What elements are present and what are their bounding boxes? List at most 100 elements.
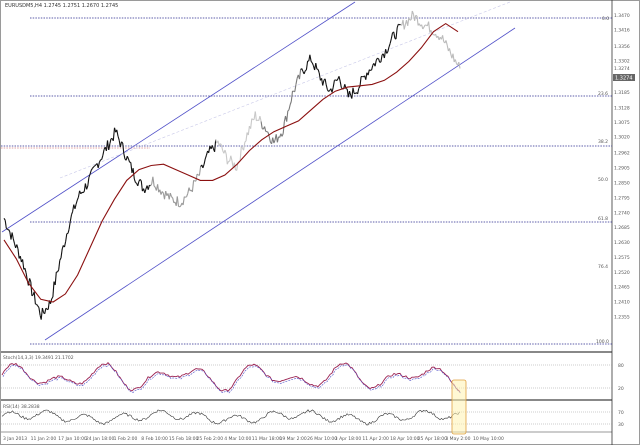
price-segment <box>63 241 67 248</box>
price-segment <box>60 248 63 259</box>
price-segment <box>336 78 339 82</box>
price-segment <box>139 179 142 182</box>
rsi-panel[interactable]: RSI(14) 38.2838 70 30 <box>1 404 624 428</box>
price-segment <box>5 227 8 230</box>
price-segment <box>90 168 93 171</box>
time-tick-1: 11 Jan 2:00 <box>31 436 57 442</box>
price-segment <box>298 69 302 80</box>
time-tick-11: 26 Mar 10:00 <box>307 436 337 442</box>
price-tick-9: 1.2962 <box>614 150 630 156</box>
price-segment <box>325 84 328 90</box>
price-segment <box>370 69 372 72</box>
price-segment <box>310 61 313 64</box>
price-segment <box>226 161 230 165</box>
price-segment <box>383 49 387 59</box>
price-segment <box>354 92 357 95</box>
price-segment <box>247 126 250 136</box>
price-segment <box>338 76 341 82</box>
price-segment <box>458 61 461 69</box>
price-segment <box>318 72 321 81</box>
price-segment <box>33 291 36 305</box>
moving-average <box>3 22 459 303</box>
price-segment <box>191 180 195 192</box>
price-tick-11: 1.2850 <box>614 181 630 187</box>
price-tick-6: 1.3128 <box>614 105 630 111</box>
time-tick-15: 25 Apr 18:00 <box>418 436 447 442</box>
price-segment <box>93 165 96 168</box>
price-tick-0: 1.3470 <box>614 13 630 19</box>
price-segment <box>87 177 90 186</box>
price-tick-8: 1.3020 <box>614 135 630 141</box>
price-segment <box>171 196 174 199</box>
price-segment <box>217 140 220 147</box>
price-segment <box>422 26 425 30</box>
price-segment <box>315 63 318 70</box>
stoch-label: Stoch(14,3,3) 19.3491 21.1702 <box>3 355 74 361</box>
price-segment <box>357 88 360 95</box>
trend-channel[interactable] <box>1 1 516 341</box>
price-segment <box>239 146 242 162</box>
price-segment <box>378 58 381 63</box>
price-segment <box>267 132 270 137</box>
price-segment <box>446 44 449 52</box>
price-segment <box>388 43 391 48</box>
time-tick-9: 11 Mar 18:00 <box>252 436 282 442</box>
price-segment <box>41 307 45 313</box>
price-segment <box>109 138 112 144</box>
price-segment <box>230 155 233 162</box>
price-segment <box>396 24 399 28</box>
price-segment <box>12 238 16 244</box>
price-segment <box>147 185 150 190</box>
price-segment <box>86 185 89 190</box>
price-segment <box>259 115 262 122</box>
price-segment <box>152 176 155 187</box>
price-segment <box>276 136 280 143</box>
price-segment <box>374 60 377 67</box>
price-segment <box>36 304 39 307</box>
price-tick-19: 1.2410 <box>614 300 630 306</box>
price-segment <box>324 78 327 85</box>
price-segment <box>68 221 71 230</box>
price-segment <box>331 87 334 93</box>
price-segment <box>266 131 269 133</box>
stochastic-panel[interactable]: Stoch(14,3,3) 19.3491 21.1702 80 20 <box>1 355 624 394</box>
price-segment <box>294 84 297 92</box>
price-segment <box>17 248 20 259</box>
price-segment <box>211 145 214 149</box>
time-tick-0: 3 Jan 2013 <box>3 436 27 442</box>
price-segment <box>203 158 206 165</box>
price-segment <box>144 188 147 194</box>
price-segment <box>75 199 78 205</box>
price-segment <box>4 220 7 229</box>
price-segment <box>303 70 306 75</box>
price-segment <box>403 24 406 30</box>
price-segment <box>52 281 55 298</box>
price-segment <box>186 193 189 197</box>
price-segment <box>127 158 131 163</box>
price-tick-17: 1.2520 <box>614 270 630 276</box>
price-segment <box>332 80 335 88</box>
price-segment <box>309 54 312 62</box>
price-segment <box>70 211 74 215</box>
price-segment <box>334 79 336 81</box>
price-axis: 1.3470 1.3416 1.3356 1.3302 1.3274 1.3185 1.31… <box>614 13 630 320</box>
price-segment <box>121 141 124 144</box>
price-segment <box>45 307 48 310</box>
price-segment <box>196 173 199 176</box>
price-segment <box>69 214 73 222</box>
price-segment <box>29 278 32 282</box>
price-segment <box>339 81 342 88</box>
time-tick-8: 4 Mar 10:00 <box>224 436 251 442</box>
time-tick-12: 3 Apr 18:00 <box>335 436 362 442</box>
price-segment <box>288 104 291 110</box>
price-segment <box>220 145 224 151</box>
fib-label-100: 100.0 <box>596 339 609 345</box>
price-segment <box>328 90 331 92</box>
price-segment <box>389 38 392 44</box>
price-segment <box>322 80 325 86</box>
price-segment <box>101 155 104 160</box>
price-segment <box>290 90 294 102</box>
price-segment <box>219 143 222 146</box>
